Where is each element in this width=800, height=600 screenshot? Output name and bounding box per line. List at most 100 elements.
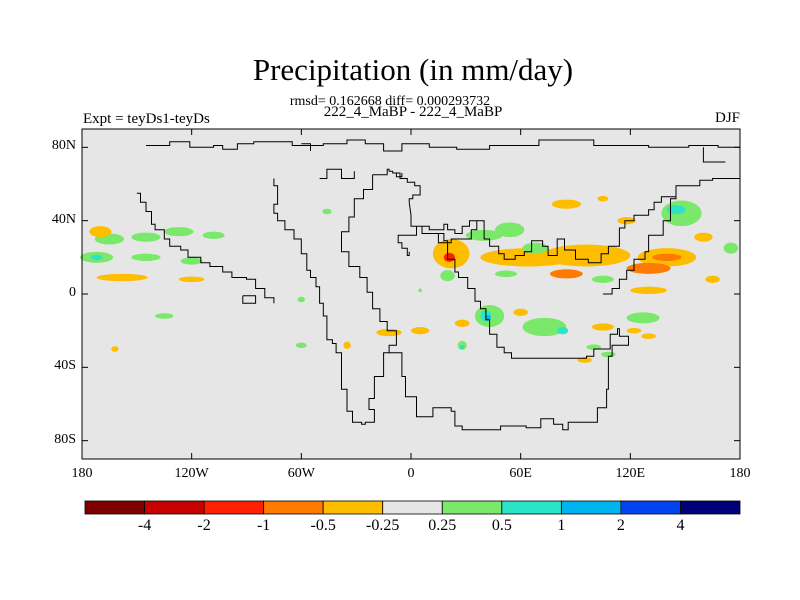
x-tick-label: 120E — [615, 466, 646, 481]
colorbar-swatch — [203, 500, 265, 515]
colorbar-swatch — [680, 500, 741, 515]
anomaly-patch — [164, 227, 194, 237]
colorbar-label: -1 — [256, 517, 271, 534]
coastline — [372, 168, 421, 203]
tick-layer — [81, 129, 741, 459]
anomaly-patch — [96, 273, 148, 282]
coastline — [389, 233, 629, 431]
coastline — [301, 143, 311, 151]
anomaly-patch — [91, 254, 103, 261]
map-subtitle: 222_4_MaBP - 222_4_MaBP — [323, 104, 503, 120]
anomaly-patch — [297, 296, 305, 303]
anomaly-patch — [180, 257, 203, 265]
anomaly-patch — [626, 312, 660, 324]
colorbar-label: 4 — [676, 517, 685, 534]
coastline — [146, 139, 740, 152]
stats-label: rmsd= 0.162668 diff= 0.000293732 — [289, 94, 491, 109]
anomaly-patch — [694, 232, 713, 242]
anomaly-patch — [495, 270, 518, 278]
anomaly-patch — [591, 323, 614, 331]
colorbar-swatch — [84, 500, 145, 515]
anomaly-patch — [295, 342, 307, 349]
coastline — [397, 202, 478, 256]
map-background — [82, 129, 740, 459]
y-tick-label: 80N — [51, 138, 76, 154]
colorbar-label: -4 — [137, 517, 152, 534]
anomaly-patch — [111, 346, 119, 352]
x-tick-label: 180 — [71, 466, 93, 481]
anomaly-patch — [376, 328, 402, 337]
colorbar-label: -2 — [197, 517, 211, 534]
anomaly-patch — [513, 308, 528, 317]
colorbar-swatch — [620, 500, 681, 515]
y-tick-label: 40N — [51, 211, 76, 227]
coastline — [136, 192, 275, 304]
anomaly-patch — [454, 319, 470, 328]
anomaly-patch — [131, 232, 161, 242]
anomaly-patch — [551, 199, 581, 209]
colorbar-swatch — [382, 500, 443, 515]
anomaly-patch — [557, 327, 569, 335]
anomaly-patch — [411, 327, 430, 335]
anomaly-patch — [440, 270, 455, 282]
coastline-layer — [136, 139, 740, 431]
coastline — [702, 147, 726, 163]
colorbar-label: 1 — [557, 517, 566, 534]
anomaly-patch — [443, 252, 455, 262]
coastline — [273, 174, 397, 425]
colorbar-swatch — [263, 500, 324, 515]
y-tick-label: 0 — [69, 285, 76, 300]
colorbar-swatch — [144, 500, 205, 515]
anomaly-patch — [202, 231, 225, 239]
anomaly-patch — [178, 276, 205, 283]
anomaly-patch — [723, 242, 739, 254]
colorbar-label: -0.5 — [310, 517, 336, 534]
coastline — [476, 178, 740, 264]
coastline — [242, 295, 257, 304]
coastline — [602, 193, 677, 295]
anomaly-patch — [522, 242, 549, 254]
colorbar-label: 0.5 — [491, 517, 512, 534]
experiment-label: Expt = teyDs1-teyDs — [83, 111, 210, 127]
anomaly-patch — [661, 200, 702, 227]
anomaly-patch — [343, 341, 351, 350]
anomaly-patch — [522, 317, 567, 337]
anomaly-patch — [652, 253, 682, 261]
colorbar-swatch — [560, 500, 622, 515]
colorbar-swatch — [322, 500, 384, 515]
anomaly-patch — [131, 253, 161, 261]
x-tick-label: 60E — [509, 466, 532, 481]
season-label: DJF — [714, 110, 740, 126]
colorbar-label: -0.25 — [366, 517, 400, 534]
x-tick-label: 60W — [287, 466, 315, 481]
anomaly-patch — [705, 275, 720, 284]
anomaly-patch — [597, 195, 609, 202]
anomaly-patch — [322, 208, 332, 215]
anomaly-patch — [666, 205, 686, 215]
map-title: Precipitation (in mm/day) — [252, 52, 574, 87]
colorbar — [84, 500, 741, 515]
coastline — [319, 168, 355, 179]
x-tick-label: 180 — [729, 466, 751, 481]
anomaly-patch — [626, 262, 671, 274]
anomaly-patch — [459, 344, 465, 350]
colorbar-label: 0.25 — [428, 517, 457, 534]
anomaly-layer — [80, 195, 739, 363]
anomaly-patch — [641, 333, 656, 339]
coastline — [392, 172, 403, 178]
anomaly-patch — [155, 313, 174, 319]
anomaly-patch — [89, 226, 112, 238]
colorbar-swatch — [501, 500, 562, 515]
colorbar-swatch — [441, 500, 503, 515]
y-tick-label: 80S — [54, 431, 76, 447]
anomaly-patch — [630, 286, 667, 295]
anomaly-patch — [591, 275, 614, 284]
y-tick-label: 40S — [54, 358, 76, 374]
x-tick-label: 120W — [174, 466, 209, 481]
anomaly-patch — [549, 269, 583, 279]
colorbar-label: 2 — [616, 517, 625, 534]
anomaly-patch — [418, 288, 422, 293]
x-tick-label: 0 — [407, 466, 415, 481]
anomaly-patch — [495, 222, 525, 238]
